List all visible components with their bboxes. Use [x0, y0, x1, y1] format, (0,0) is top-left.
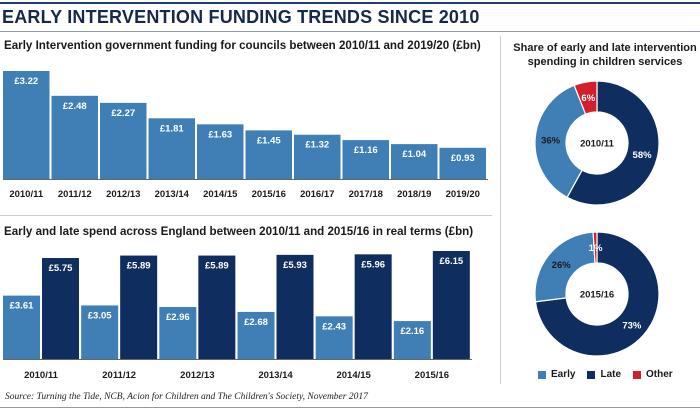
horizontal-divider — [0, 215, 492, 216]
donut-chart-2015-16: 73% 26% 1% 2015/16 — [534, 231, 660, 357]
funding-value-label: £0.93 — [451, 153, 475, 164]
spend-category-label: 2011/12 — [102, 370, 136, 381]
early-spend-bar — [393, 321, 431, 359]
early-spend-bar — [159, 307, 197, 359]
donut-slice-other — [592, 231, 598, 264]
donut-label-early: 36% — [541, 136, 561, 147]
early-spend-value-label: £2.16 — [400, 326, 424, 337]
late-spend-bar — [432, 251, 470, 359]
spend-bar-chart: £3.61 £5.75 2010/11 £3.05 £5.89 2011/12 £2.96 £… — [3, 251, 472, 381]
funding-chart-title: Early Intervention government funding fo… — [4, 39, 481, 52]
funding-value-label: £1.32 — [305, 140, 329, 151]
main-title: EARLY INTERVENTION FUNDING TRENDS SINCE … — [2, 7, 480, 27]
spend-chart-title: Early and late spend across England betw… — [4, 225, 474, 238]
funding-bar — [51, 95, 98, 179]
legend-swatch-other — [633, 370, 642, 379]
spend-category-label: 2010/11 — [24, 370, 59, 381]
legend-label-other: Other — [646, 369, 673, 380]
late-spend-bar — [120, 255, 158, 359]
funding-category-label: 2013/14 — [155, 189, 190, 200]
funding-bar — [294, 134, 341, 179]
funding-bar — [3, 71, 50, 179]
funding-value-label: £1.81 — [160, 123, 184, 134]
donut-slice-early — [534, 231, 596, 303]
funding-bar — [245, 130, 292, 179]
funding-category-label: 2010/11 — [9, 189, 44, 200]
funding-bar-chart: £3.22 2010/11 £2.48 2011/12 £2.27 2012/13 £1.8… — [3, 71, 488, 200]
early-spend-value-label: £2.68 — [244, 317, 268, 328]
late-spend-value-label: £5.75 — [49, 263, 73, 274]
early-spend-value-label: £3.61 — [10, 301, 34, 312]
early-spend-bar — [237, 311, 275, 359]
funding-value-label: £1.16 — [354, 145, 378, 156]
source-note: Source: Turning the Tide, NCB, Acion for… — [5, 392, 368, 402]
early-spend-bar — [81, 305, 119, 359]
share-chart-title: Share of early and late intervention spe… — [513, 42, 697, 68]
funding-category-label: 2017/18 — [349, 189, 383, 200]
bottom-rule — [0, 407, 700, 408]
spend-category-label: 2012/13 — [180, 370, 214, 381]
late-spend-bar — [354, 254, 392, 359]
donut-slice-late — [566, 80, 660, 206]
early-spend-value-label: £2.43 — [322, 321, 346, 332]
early-spend-bar — [315, 316, 353, 359]
funding-category-label: 2016/17 — [300, 189, 334, 200]
donut-slice-early — [534, 84, 587, 199]
legend-label-early: Early — [551, 369, 576, 380]
legend: Early Late Other — [538, 369, 685, 380]
donut-center-label: 2015/16 — [580, 290, 614, 301]
top-rule — [0, 2, 700, 4]
funding-bar — [100, 102, 147, 179]
funding-bar — [439, 147, 486, 179]
funding-category-label: 2015/16 — [252, 189, 286, 200]
late-spend-value-label: £5.93 — [283, 260, 307, 271]
late-spend-value-label: £5.89 — [127, 261, 151, 272]
late-spend-value-label: £6.15 — [439, 256, 463, 267]
funding-value-label: £1.63 — [208, 129, 232, 140]
legend-item-other: Other — [633, 369, 673, 380]
spend-category-label: 2015/16 — [415, 370, 449, 381]
funding-category-label: 2011/12 — [58, 189, 92, 200]
funding-category-label: 2019/20 — [446, 189, 480, 200]
late-spend-bar — [42, 258, 79, 359]
legend-item-late: Late — [587, 369, 621, 380]
late-spend-bar — [198, 255, 236, 359]
donut-chart-2010-11: 58% 36% 6% 2010/11 — [534, 80, 660, 206]
funding-bar — [342, 140, 389, 179]
funding-category-label: 2018/19 — [397, 189, 431, 200]
early-spend-value-label: £2.96 — [166, 312, 190, 323]
early-spend-value-label: £3.05 — [88, 310, 112, 321]
legend-label-late: Late — [600, 369, 622, 380]
late-spend-value-label: £5.89 — [205, 261, 229, 272]
funding-value-label: £2.48 — [63, 101, 87, 112]
donut-slice-late — [534, 231, 660, 357]
spend-category-label: 2013/14 — [258, 370, 293, 381]
funding-bar — [391, 144, 438, 179]
funding-value-label: £1.45 — [257, 135, 281, 146]
legend-item-early: Early — [538, 369, 575, 380]
donut-label-other: 6% — [581, 93, 595, 104]
donut-label-other: 1% — [589, 243, 603, 254]
funding-value-label: £2.27 — [111, 108, 135, 119]
funding-category-label: 2012/13 — [106, 189, 140, 200]
spend-category-label: 2014/15 — [336, 370, 371, 381]
title-rule — [0, 31, 700, 32]
legend-swatch-late — [587, 370, 596, 379]
funding-category-label: 2014/15 — [203, 189, 238, 200]
vertical-divider — [500, 36, 501, 384]
late-spend-bar — [276, 254, 314, 359]
funding-value-label: £1.04 — [402, 149, 426, 160]
donut-slice-other — [573, 80, 598, 115]
funding-value-label: £3.22 — [14, 76, 38, 87]
legend-swatch-early — [538, 370, 546, 379]
funding-bar — [148, 118, 195, 179]
late-spend-value-label: £5.96 — [361, 259, 385, 270]
donut-label-early: 26% — [552, 260, 572, 271]
donut-label-late: 58% — [633, 150, 653, 161]
funding-bar — [197, 124, 244, 179]
donut-center-label: 2010/11 — [580, 139, 615, 150]
donut-label-late: 73% — [622, 320, 642, 331]
early-spend-bar — [3, 295, 40, 359]
